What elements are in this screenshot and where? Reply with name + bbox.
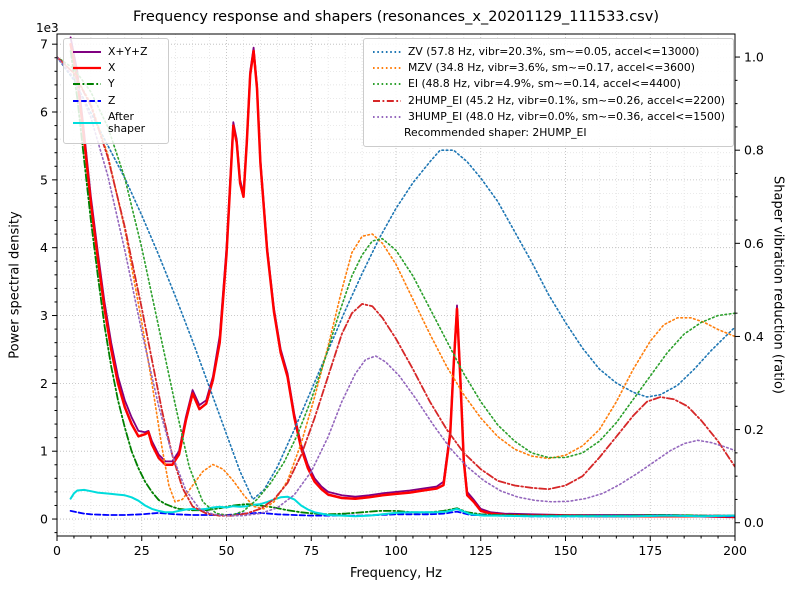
x-tick-label: 175 <box>638 543 662 558</box>
y-left-tick-label: 2 <box>40 376 48 391</box>
legend-line-sample <box>373 99 402 102</box>
series-x <box>69 42 735 519</box>
y-right-tick-label: 0.0 <box>744 515 764 530</box>
y-axis-label-left: Power spectral density <box>7 211 23 359</box>
y-right-tick-label: 0.4 <box>744 329 764 344</box>
legend-line-sample <box>373 67 402 70</box>
legend-item-label: After shaper <box>108 109 146 136</box>
legend-item-label: EI (48.8 Hz, vibr=4.9%, sm~=0.14, accel<… <box>408 77 681 91</box>
legend-item: EI (48.8 Hz, vibr=4.9%, sm~=0.14, accel<… <box>372 76 725 92</box>
legend-item: Z <box>72 93 160 109</box>
legend-item: 3HUMP_EI (48.0 Hz, vibr=0.0%, sm~=0.36, … <box>372 109 725 125</box>
x-tick-label: 25 <box>134 543 150 558</box>
legend-item: 2HUMP_EI (45.2 Hz, vibr=0.1%, sm~=0.26, … <box>372 93 725 109</box>
legend-line-sample <box>73 67 101 70</box>
legend-item-label: X <box>108 61 116 75</box>
y-left-tick-label: 4 <box>40 240 48 255</box>
legend-shapers-items: ZV (57.8 Hz, vibr=20.3%, sm~=0.05, accel… <box>372 44 725 125</box>
x-tick-label: 50 <box>219 543 235 558</box>
legend-line-sample <box>373 115 402 118</box>
x-tick-label: 100 <box>384 543 408 558</box>
x-tick-label: 125 <box>469 543 493 558</box>
x-axis-label: Frequency, Hz <box>349 566 443 581</box>
recommended-shaper-note: Recommended shaper: 2HUMP_EI <box>404 125 587 139</box>
legend-item-label: MZV (34.8 Hz, vibr=3.6%, sm~=0.17, accel… <box>408 61 695 75</box>
legend-item-label: X+Y+Z <box>108 45 148 58</box>
shaper-series <box>57 56 735 517</box>
y-right-tick-label: 0.2 <box>744 422 764 437</box>
legend-psd: X+Y+Z X Y Z After shaper <box>63 38 169 144</box>
legend-item-label: 3HUMP_EI (48.0 Hz, vibr=0.0%, sm~=0.36, … <box>408 109 725 123</box>
legend-line-sample <box>73 51 101 54</box>
x-tick-label: 75 <box>303 543 319 558</box>
legend-item-label: ZV (57.8 Hz, vibr=20.3%, sm~=0.05, accel… <box>408 45 700 58</box>
y-right-tick-label: 1.0 <box>744 50 764 65</box>
legend-item-label: Z <box>108 93 116 107</box>
legend-line-sample <box>73 122 101 125</box>
legend-item: X+Y+Z <box>72 44 160 60</box>
y-left-tick-label: 3 <box>40 308 48 323</box>
axis-ticks <box>52 43 740 541</box>
legend-item: After shaper <box>72 109 160 138</box>
x-tick-label: 150 <box>554 543 578 558</box>
y-right-tick-label: 0.6 <box>744 236 764 251</box>
y-left-tick-label: 1 <box>40 444 48 459</box>
x-tick-label: 200 <box>723 543 747 558</box>
legend-line-sample <box>373 83 402 86</box>
series-after-shaper <box>69 488 735 518</box>
tick-labels: 0 25 50 75 100 125 150 175 200 0 1 2 3 4 5 6 7 0.0 0.2 0.4 0… <box>40 37 764 558</box>
legend-shapers: ZV (57.8 Hz, vibr=20.3%, sm~=0.05, accel… <box>363 38 734 148</box>
y-right-tick-label: 0.8 <box>744 143 764 158</box>
legend-item: X <box>72 60 160 76</box>
series-mzv <box>57 56 735 510</box>
x-tick-label: 0 <box>53 543 61 558</box>
legend-item: Y <box>72 76 160 92</box>
y-axis-offset-text: 1e3 <box>36 21 59 35</box>
legend-line-sample <box>73 99 101 102</box>
legend-line-sample <box>73 83 101 86</box>
y-axis-label-right: Shaper vibration reduction (ratio) <box>770 176 786 394</box>
legend-item: ZV (57.8 Hz, vibr=20.3%, sm~=0.05, accel… <box>372 44 725 60</box>
legend-line-sample <box>373 51 402 54</box>
series-ei <box>57 56 735 517</box>
y-left-tick-label: 0 <box>40 512 48 527</box>
series-3hump-ei <box>57 56 735 517</box>
legend-item-label: Y <box>108 77 115 91</box>
y-left-tick-label: 5 <box>40 172 48 187</box>
legend-item-label: 2HUMP_EI (45.2 Hz, vibr=0.1%, sm~=0.26, … <box>408 93 725 107</box>
series-zv <box>57 56 735 501</box>
chart-title: Frequency response and shapers (resonanc… <box>133 9 659 25</box>
legend-item: MZV (34.8 Hz, vibr=3.6%, sm~=0.17, accel… <box>372 60 725 76</box>
y-left-tick-label: 6 <box>40 105 48 120</box>
y-left-tick-label: 7 <box>40 37 48 52</box>
